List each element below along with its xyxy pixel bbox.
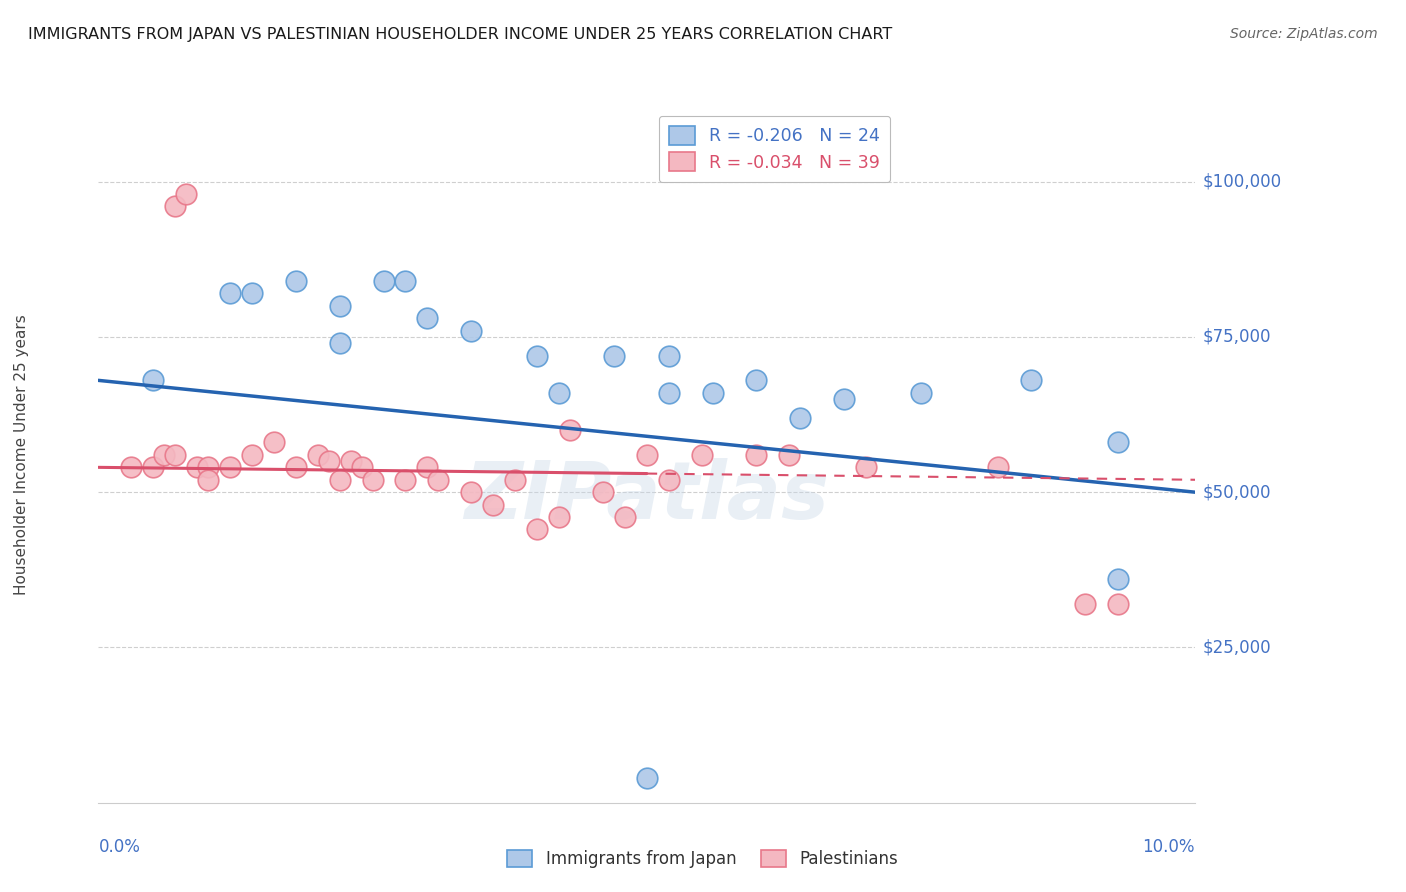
Text: $100,000: $100,000 xyxy=(1202,172,1281,191)
Point xyxy=(855,460,877,475)
Point xyxy=(613,510,636,524)
Point xyxy=(503,473,526,487)
Point xyxy=(339,454,361,468)
Text: 0.0%: 0.0% xyxy=(98,838,141,856)
Point xyxy=(658,385,681,400)
Point xyxy=(219,460,242,475)
Point xyxy=(548,510,571,524)
Point xyxy=(142,373,165,387)
Point xyxy=(153,448,176,462)
Point xyxy=(427,473,450,487)
Point xyxy=(1019,373,1042,387)
Point xyxy=(361,473,384,487)
Text: $75,000: $75,000 xyxy=(1202,328,1271,346)
Point xyxy=(394,274,416,288)
Point xyxy=(329,336,352,351)
Point xyxy=(526,523,548,537)
Text: $50,000: $50,000 xyxy=(1202,483,1271,501)
Point xyxy=(416,311,439,326)
Point xyxy=(558,423,581,437)
Point xyxy=(373,274,395,288)
Point xyxy=(329,473,352,487)
Point xyxy=(1074,597,1097,611)
Point xyxy=(263,435,285,450)
Point xyxy=(197,460,219,475)
Point xyxy=(592,485,614,500)
Point xyxy=(1107,597,1129,611)
Point xyxy=(240,448,263,462)
Legend: Immigrants from Japan, Palestinians: Immigrants from Japan, Palestinians xyxy=(501,843,905,875)
Point xyxy=(702,385,724,400)
Legend: R = -0.206   N = 24, R = -0.034   N = 39: R = -0.206 N = 24, R = -0.034 N = 39 xyxy=(658,116,890,182)
Point xyxy=(690,448,713,462)
Point xyxy=(745,373,768,387)
Point xyxy=(284,274,307,288)
Point xyxy=(526,349,548,363)
Point xyxy=(789,410,811,425)
Point xyxy=(165,199,187,213)
Point xyxy=(307,448,329,462)
Point xyxy=(987,460,1010,475)
Point xyxy=(142,460,165,475)
Point xyxy=(120,460,142,475)
Point xyxy=(910,385,932,400)
Point xyxy=(460,485,482,500)
Point xyxy=(460,324,482,338)
Point xyxy=(745,448,768,462)
Point xyxy=(416,460,439,475)
Point xyxy=(186,460,208,475)
Point xyxy=(482,498,505,512)
Point xyxy=(329,299,352,313)
Point xyxy=(658,473,681,487)
Point xyxy=(548,385,571,400)
Point xyxy=(636,771,658,785)
Point xyxy=(284,460,307,475)
Point xyxy=(174,186,197,201)
Point xyxy=(197,473,219,487)
Point xyxy=(318,454,340,468)
Text: 10.0%: 10.0% xyxy=(1143,838,1195,856)
Text: ZIPatlas: ZIPatlas xyxy=(464,458,830,536)
Point xyxy=(394,473,416,487)
Point xyxy=(1107,435,1129,450)
Point xyxy=(350,460,373,475)
Point xyxy=(658,349,681,363)
Point xyxy=(778,448,800,462)
Point xyxy=(219,286,242,301)
Point xyxy=(603,349,626,363)
Text: Householder Income Under 25 years: Householder Income Under 25 years xyxy=(14,315,28,595)
Text: $25,000: $25,000 xyxy=(1202,639,1271,657)
Point xyxy=(1107,572,1129,586)
Point xyxy=(832,392,855,406)
Point xyxy=(636,448,658,462)
Point xyxy=(165,448,187,462)
Point xyxy=(240,286,263,301)
Text: IMMIGRANTS FROM JAPAN VS PALESTINIAN HOUSEHOLDER INCOME UNDER 25 YEARS CORRELATI: IMMIGRANTS FROM JAPAN VS PALESTINIAN HOU… xyxy=(28,27,893,42)
Text: Source: ZipAtlas.com: Source: ZipAtlas.com xyxy=(1230,27,1378,41)
